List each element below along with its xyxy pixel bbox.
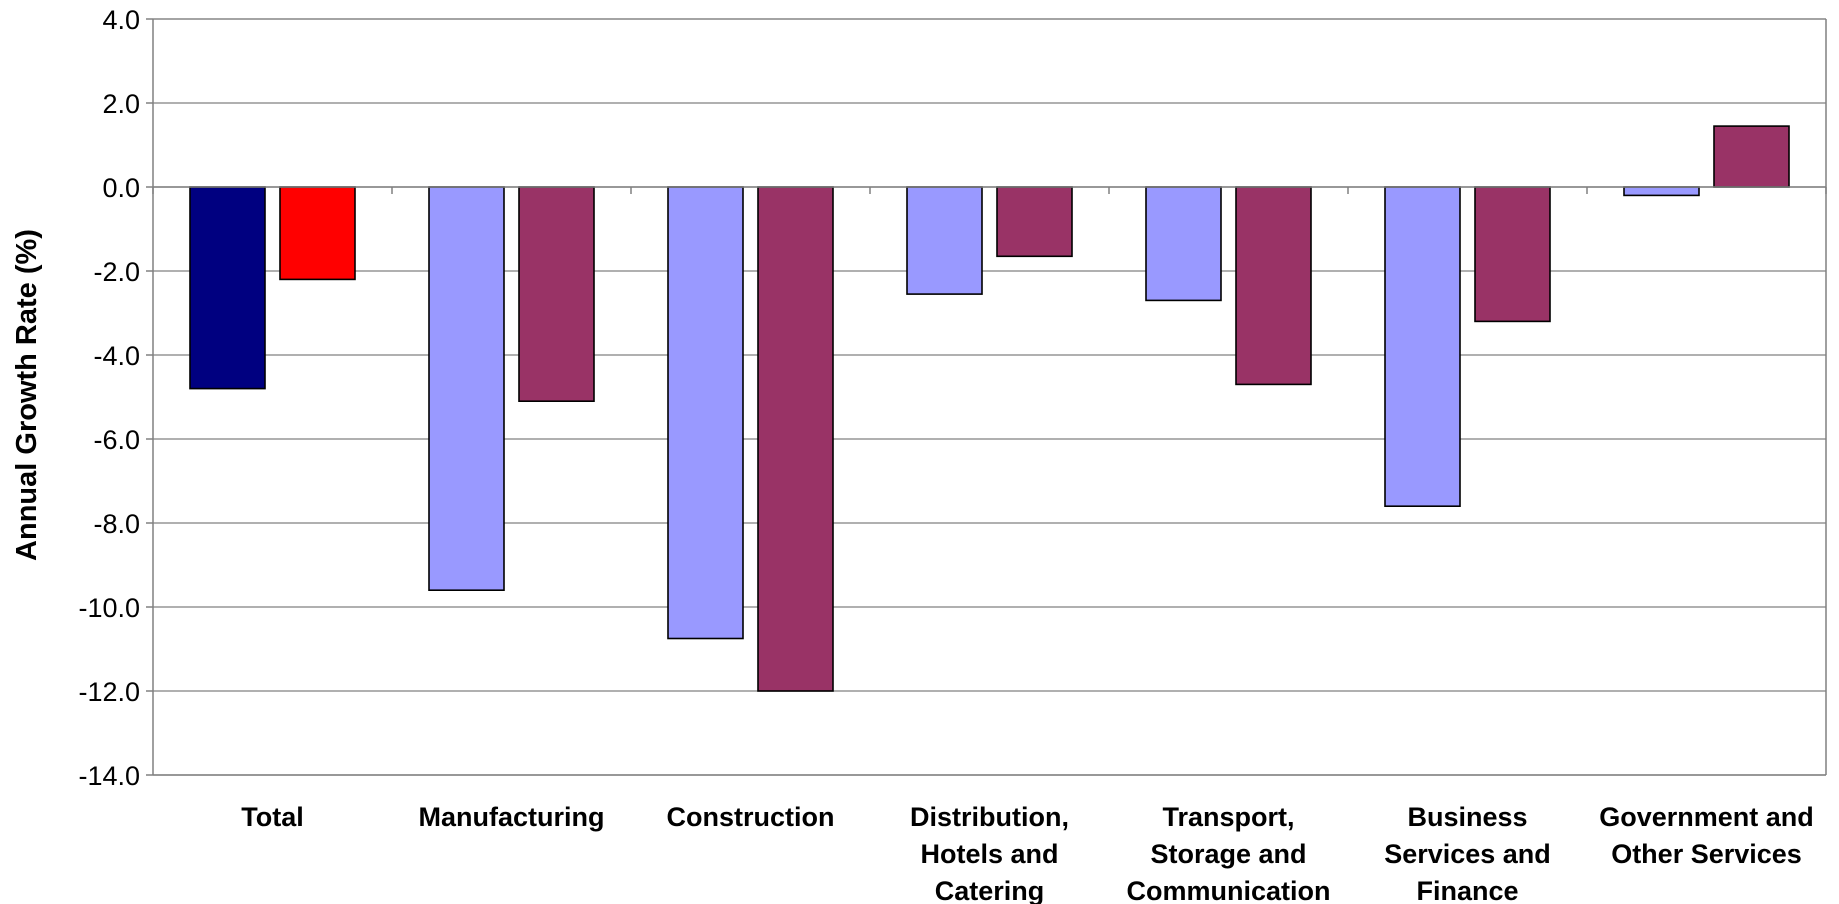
category-label: Business Services and Finance <box>1384 802 1551 904</box>
y-tick-label: 0.0 <box>102 173 140 203</box>
category-label-line: Construction <box>667 802 835 832</box>
category-label-line: Communication <box>1126 876 1330 904</box>
category-label: Government and Other Services <box>1599 802 1814 869</box>
category-label-line: Hotels and <box>920 839 1058 869</box>
bar-series1-1 <box>428 186 505 592</box>
bar-series1-6 <box>1623 186 1700 197</box>
category-label-line: Transport, <box>1162 802 1294 832</box>
category-label-line: Storage and <box>1150 839 1306 869</box>
category-label-line: Finance <box>1416 876 1518 904</box>
y-tick-label: -8.0 <box>93 509 140 539</box>
y-tick-label: -6.0 <box>93 425 140 455</box>
bar-series1-2 <box>667 186 744 640</box>
bar-series2-2 <box>757 186 834 692</box>
category-label: Transport, Storage and Communication <box>1126 802 1330 904</box>
category-label-line: Services and <box>1384 839 1551 869</box>
y-tick-labels: 4.0 2.0 0.0 -2.0 -4.0 -6.0 -8.0 -10.0 -12.0 -14.0 <box>78 5 140 791</box>
category-label-line: Distribution, <box>910 802 1069 832</box>
category-labels: Total Manufacturing Construction Distributi… <box>241 802 1814 904</box>
category-label-line: Catering <box>935 876 1045 904</box>
bar-series2-1 <box>518 186 595 402</box>
bar-series2-6 <box>1713 125 1790 188</box>
category-label: Distribution, Hotels and Catering <box>910 802 1069 904</box>
y-tick-label: -2.0 <box>93 257 140 287</box>
bar-series2-4 <box>1235 186 1312 386</box>
category-label-line: Other Services <box>1611 839 1802 869</box>
category-label: Manufacturing <box>419 802 605 832</box>
y-tick-label: -12.0 <box>78 677 140 707</box>
y-tick-label: -4.0 <box>93 341 140 371</box>
y-tick-label: 2.0 <box>102 89 140 119</box>
bar-series1-0 <box>189 186 266 390</box>
category-label-line: Manufacturing <box>419 802 605 832</box>
category-label: Construction <box>667 802 835 832</box>
gridlines <box>153 18 1826 776</box>
bar-series2-0 <box>279 186 356 281</box>
category-label: Total <box>241 802 304 832</box>
category-label-line: Total <box>241 802 304 832</box>
bar-series2-5 <box>1474 186 1551 323</box>
bar-series1-5 <box>1384 186 1461 508</box>
y-tick-label: -14.0 <box>78 761 140 791</box>
bar-series2-3 <box>996 186 1073 258</box>
category-label-line: Government and <box>1599 802 1814 832</box>
y-tick-label: -10.0 <box>78 593 140 623</box>
bar-series1-4 <box>1145 186 1222 302</box>
y-tick-label: 4.0 <box>102 5 140 35</box>
y-axis-title: Annual Growth Rate (%) <box>11 229 43 561</box>
axes <box>146 18 1827 776</box>
bar-series1-3 <box>906 186 983 295</box>
bars <box>189 125 1790 692</box>
category-label-line: Business <box>1407 802 1527 832</box>
